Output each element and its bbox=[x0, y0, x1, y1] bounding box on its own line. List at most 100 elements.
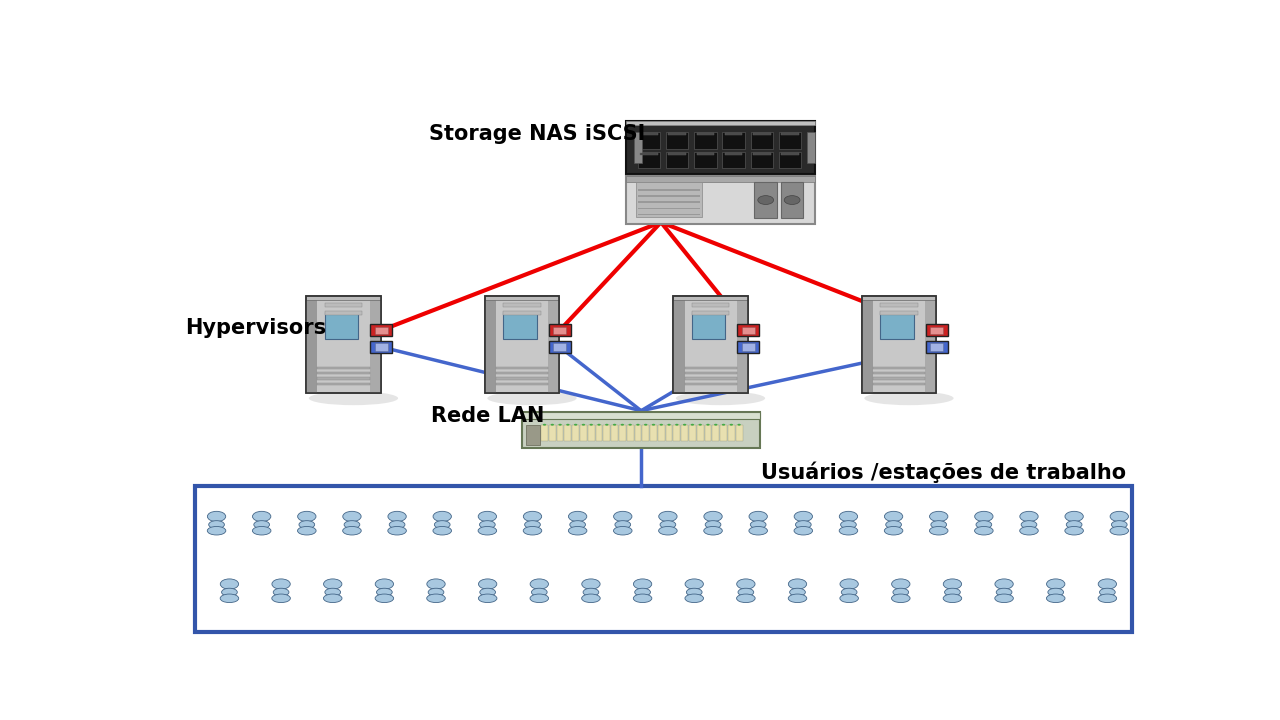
Bar bbox=[595, 425, 603, 441]
Circle shape bbox=[636, 424, 640, 426]
Ellipse shape bbox=[1065, 526, 1083, 535]
Ellipse shape bbox=[297, 526, 316, 535]
Bar bbox=[485, 296, 559, 392]
Bar bbox=[778, 151, 801, 168]
Circle shape bbox=[840, 511, 858, 521]
Bar bbox=[861, 296, 873, 392]
Circle shape bbox=[1065, 511, 1083, 521]
Circle shape bbox=[479, 579, 497, 589]
Bar bbox=[549, 341, 571, 353]
Circle shape bbox=[566, 424, 570, 426]
Circle shape bbox=[271, 579, 291, 589]
Bar bbox=[741, 327, 755, 334]
Ellipse shape bbox=[1066, 521, 1082, 528]
Bar bbox=[736, 425, 742, 441]
Bar bbox=[485, 296, 559, 300]
Bar bbox=[753, 133, 771, 135]
Text: Storage NAS iSCSI: Storage NAS iSCSI bbox=[429, 124, 645, 143]
Ellipse shape bbox=[704, 526, 722, 535]
Circle shape bbox=[568, 511, 586, 521]
Ellipse shape bbox=[220, 594, 238, 603]
Circle shape bbox=[929, 511, 948, 521]
Bar bbox=[317, 377, 370, 379]
Bar bbox=[195, 485, 1132, 632]
Bar bbox=[736, 296, 748, 392]
Circle shape bbox=[426, 579, 445, 589]
Bar bbox=[611, 425, 618, 441]
Circle shape bbox=[749, 511, 767, 521]
Ellipse shape bbox=[480, 588, 495, 596]
Bar bbox=[650, 425, 657, 441]
Circle shape bbox=[621, 424, 625, 426]
Bar bbox=[696, 425, 704, 441]
Bar bbox=[925, 324, 947, 336]
Bar bbox=[643, 425, 649, 441]
Ellipse shape bbox=[300, 521, 315, 528]
Circle shape bbox=[388, 511, 406, 521]
Ellipse shape bbox=[1100, 588, 1115, 596]
Bar bbox=[370, 324, 392, 336]
Bar bbox=[737, 341, 759, 353]
Bar bbox=[626, 121, 815, 125]
Ellipse shape bbox=[794, 526, 813, 535]
Text: Usuários /estações de trabalho: Usuários /estações de trabalho bbox=[762, 462, 1126, 483]
Circle shape bbox=[573, 424, 577, 426]
Ellipse shape bbox=[389, 521, 404, 528]
Circle shape bbox=[613, 424, 616, 426]
Bar bbox=[626, 176, 815, 182]
Ellipse shape bbox=[840, 526, 858, 535]
Bar bbox=[692, 312, 726, 339]
Bar bbox=[370, 341, 392, 353]
FancyBboxPatch shape bbox=[522, 412, 760, 419]
Bar bbox=[626, 121, 815, 174]
Ellipse shape bbox=[635, 588, 650, 596]
Bar bbox=[881, 303, 918, 307]
Bar bbox=[673, 296, 685, 392]
Ellipse shape bbox=[530, 594, 549, 603]
Circle shape bbox=[995, 579, 1014, 589]
Bar bbox=[503, 311, 540, 315]
Bar bbox=[673, 296, 748, 392]
Bar bbox=[873, 366, 925, 369]
Circle shape bbox=[794, 511, 813, 521]
Ellipse shape bbox=[886, 521, 901, 528]
Bar bbox=[640, 153, 658, 155]
Bar bbox=[580, 425, 586, 441]
Bar bbox=[861, 296, 936, 392]
Circle shape bbox=[605, 424, 608, 426]
Bar bbox=[931, 327, 943, 334]
Circle shape bbox=[659, 511, 677, 521]
Bar bbox=[667, 132, 689, 149]
Bar bbox=[685, 382, 736, 385]
Bar bbox=[722, 151, 745, 168]
Circle shape bbox=[1110, 511, 1129, 521]
Bar bbox=[553, 327, 566, 334]
Circle shape bbox=[343, 511, 361, 521]
Bar bbox=[639, 132, 660, 149]
Bar bbox=[925, 296, 936, 392]
Ellipse shape bbox=[568, 526, 588, 535]
Circle shape bbox=[252, 511, 271, 521]
Ellipse shape bbox=[570, 521, 585, 528]
Ellipse shape bbox=[931, 521, 947, 528]
Text: Hypervisors: Hypervisors bbox=[184, 318, 326, 338]
Circle shape bbox=[634, 579, 652, 589]
Circle shape bbox=[1020, 511, 1038, 521]
Bar bbox=[325, 303, 362, 307]
Ellipse shape bbox=[1021, 521, 1037, 528]
Circle shape bbox=[550, 424, 554, 426]
Bar bbox=[685, 377, 736, 379]
Ellipse shape bbox=[221, 588, 237, 596]
Circle shape bbox=[582, 579, 600, 589]
Ellipse shape bbox=[790, 588, 805, 596]
Bar bbox=[724, 153, 742, 155]
Bar bbox=[696, 153, 714, 155]
Bar bbox=[692, 311, 730, 315]
Bar bbox=[673, 296, 748, 300]
Bar bbox=[873, 377, 925, 379]
Ellipse shape bbox=[1098, 594, 1116, 603]
Bar bbox=[685, 366, 736, 369]
Circle shape bbox=[699, 424, 701, 426]
Bar bbox=[673, 296, 748, 392]
Ellipse shape bbox=[376, 588, 392, 596]
